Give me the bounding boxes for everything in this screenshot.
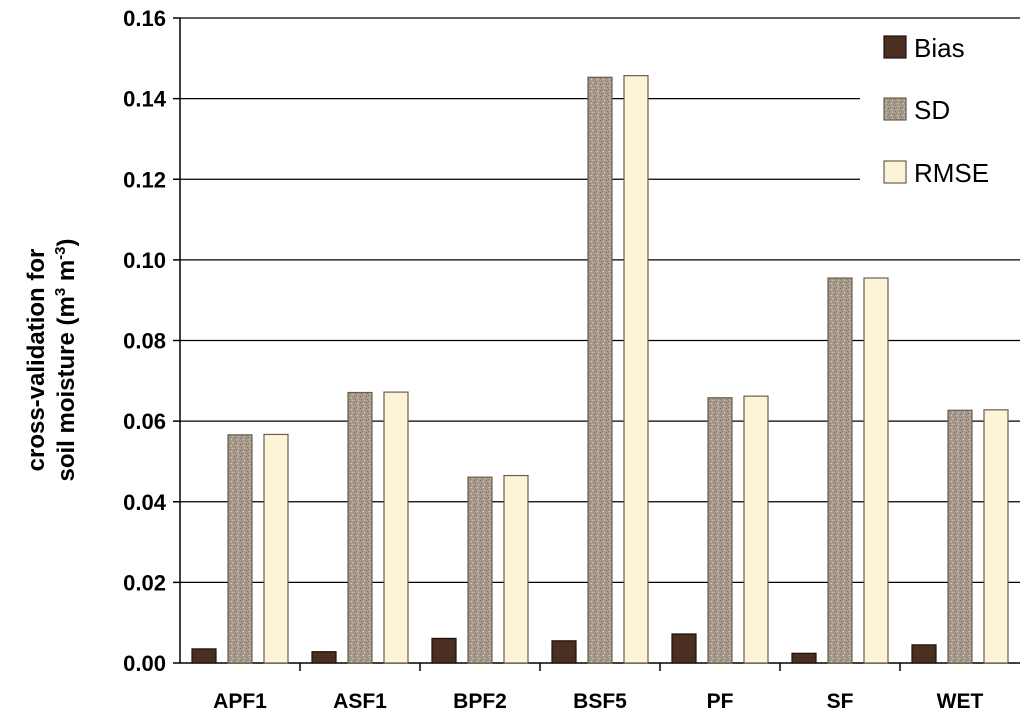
bar-sd bbox=[827, 277, 853, 664]
legend: Bias SD RMSE bbox=[860, 22, 1020, 192]
y-axis-title-sup1: 3 bbox=[52, 288, 69, 296]
y-axis-title-line1: cross-validation for bbox=[23, 249, 50, 472]
bar-bias bbox=[791, 652, 817, 664]
legend-label-sd: SD bbox=[914, 95, 950, 125]
x-tick-labels: APF1 ASF1 BPF2 BSF5 PF SF WET bbox=[213, 663, 983, 713]
bar-bias bbox=[551, 640, 577, 664]
y-axis-title-suffix: ) bbox=[53, 238, 80, 246]
y-tick-labels: 0.00 0.02 0.04 0.06 0.08 0.10 0.12 0.14 0.16 bbox=[123, 6, 180, 676]
bar-bias bbox=[431, 637, 457, 664]
bar-rmse bbox=[623, 75, 649, 664]
bar-rmse bbox=[983, 409, 1009, 664]
x-tick-label: APF1 bbox=[213, 690, 267, 713]
legend-swatch-sd bbox=[883, 97, 907, 121]
y-tick-label: 0.04 bbox=[123, 490, 167, 515]
x-tick-label: BPF2 bbox=[453, 690, 507, 713]
y-tick-label: 0.02 bbox=[123, 570, 166, 595]
x-tick-label: ASF1 bbox=[333, 690, 387, 713]
legend-swatch-bias bbox=[883, 35, 907, 59]
y-tick-label: 0.14 bbox=[123, 87, 167, 112]
bar-sd bbox=[587, 76, 613, 664]
y-tick-label: 0.00 bbox=[123, 651, 166, 676]
x-tick-label: BSF5 bbox=[573, 690, 627, 713]
bar-sd bbox=[707, 397, 733, 664]
bar-rmse bbox=[743, 395, 769, 664]
y-tick-label: 0.12 bbox=[123, 167, 166, 192]
legend-label-bias: Bias bbox=[914, 33, 965, 63]
y-tick-label: 0.08 bbox=[123, 329, 166, 354]
bar-sd bbox=[947, 409, 973, 664]
bar-rmse bbox=[263, 433, 289, 664]
bar-sd bbox=[227, 434, 253, 664]
y-axis-title: cross-validation for soil moisture (m3 m… bbox=[23, 238, 80, 481]
y-axis-title-line2: soil moisture (m3 m-3) bbox=[52, 238, 80, 481]
bar-rmse bbox=[383, 391, 409, 664]
y-tick-label: 0.16 bbox=[123, 6, 166, 31]
bar-sd bbox=[347, 391, 373, 664]
x-tick-label: WET bbox=[937, 690, 984, 713]
legend-label-rmse: RMSE bbox=[914, 158, 989, 188]
x-tick-label: PF bbox=[707, 690, 734, 713]
y-tick-label: 0.10 bbox=[123, 248, 166, 273]
y-axis-title-mid: m bbox=[53, 260, 80, 288]
bars bbox=[191, 75, 1009, 664]
x-tick-label: SF bbox=[827, 690, 854, 713]
bar-sd bbox=[467, 476, 493, 664]
bar-rmse bbox=[503, 474, 529, 664]
bar-bias bbox=[191, 648, 217, 664]
bar-bias bbox=[671, 633, 697, 664]
bar-rmse bbox=[863, 277, 889, 664]
legend-swatch-rmse bbox=[883, 160, 907, 184]
y-tick-label: 0.06 bbox=[123, 409, 166, 434]
y-axis-title-prefix: soil moisture (m bbox=[53, 296, 80, 481]
bar-bias bbox=[311, 651, 337, 664]
y-axis-title-sup2: -3 bbox=[52, 246, 69, 259]
bar-bias bbox=[911, 644, 937, 664]
